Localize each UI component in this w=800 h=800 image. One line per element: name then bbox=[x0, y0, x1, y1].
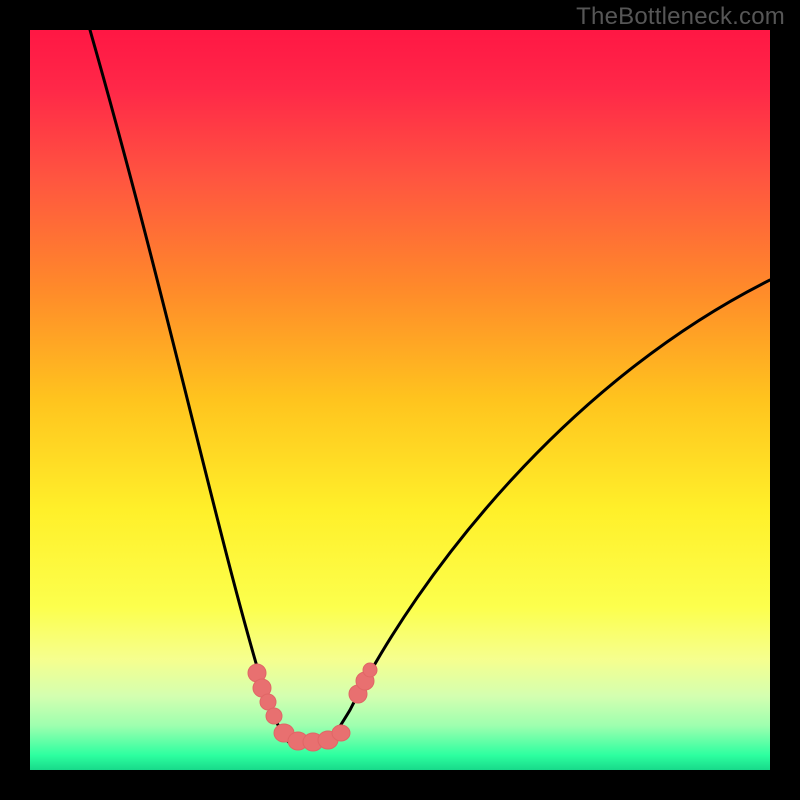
bead-left-3 bbox=[266, 708, 282, 724]
bead-bottom-4 bbox=[332, 725, 350, 741]
chart-background bbox=[30, 30, 770, 770]
bottleneck-chart bbox=[30, 30, 770, 770]
watermark-text: TheBottleneck.com bbox=[576, 3, 785, 31]
bead-right-2 bbox=[363, 663, 377, 677]
chart-frame: TheBottleneck.com bbox=[0, 0, 800, 800]
